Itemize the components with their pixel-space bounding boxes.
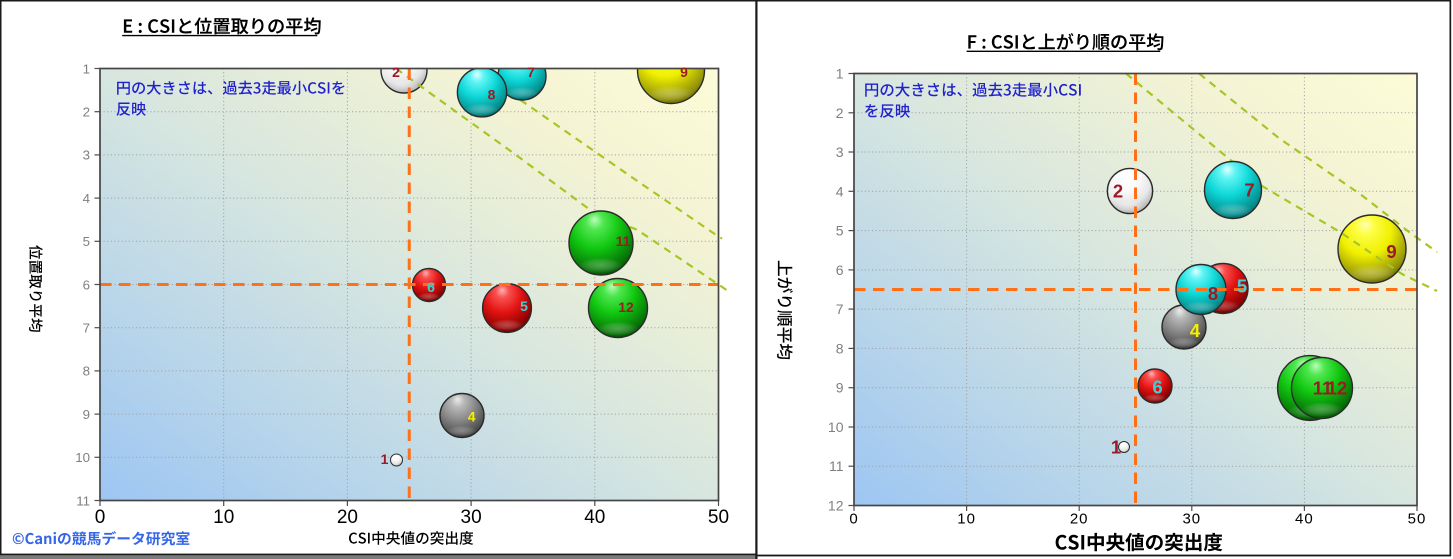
svg-text:6: 6 — [836, 262, 844, 278]
svg-text:4: 4 — [83, 191, 90, 206]
svg-text:40: 40 — [584, 507, 605, 528]
svg-text:7: 7 — [83, 321, 90, 336]
svg-text:11: 11 — [76, 493, 90, 508]
svg-text:10: 10 — [75, 450, 90, 465]
svg-text:6: 6 — [1152, 377, 1162, 398]
svg-text:2: 2 — [836, 105, 844, 121]
svg-text:8: 8 — [488, 87, 496, 103]
svg-text:5: 5 — [836, 223, 844, 239]
svg-text:5: 5 — [1237, 276, 1247, 297]
svg-text:6: 6 — [427, 279, 435, 295]
svg-text:9: 9 — [83, 407, 90, 422]
svg-text:40: 40 — [1295, 511, 1314, 528]
svg-text:11: 11 — [1313, 378, 1333, 399]
svg-text:7: 7 — [527, 64, 535, 80]
svg-text:9: 9 — [836, 380, 844, 396]
svg-text:1: 1 — [1111, 437, 1121, 458]
svg-text:1: 1 — [381, 451, 389, 467]
svg-text:6: 6 — [83, 277, 90, 292]
svg-text:10: 10 — [957, 511, 976, 528]
svg-text:4: 4 — [468, 409, 476, 425]
svg-text:2: 2 — [1113, 181, 1123, 202]
svg-text:0: 0 — [849, 511, 858, 528]
svg-text:50: 50 — [1408, 511, 1427, 528]
svg-text:9: 9 — [680, 64, 688, 80]
svg-text:12: 12 — [828, 498, 844, 514]
svg-text:2: 2 — [83, 105, 90, 120]
svg-text:0: 0 — [95, 507, 106, 528]
svg-text:10: 10 — [213, 507, 234, 528]
svg-text:11: 11 — [829, 458, 844, 474]
svg-text:12: 12 — [1327, 378, 1348, 399]
svg-text:1: 1 — [836, 66, 844, 82]
svg-text:3: 3 — [836, 144, 844, 160]
svg-text:8: 8 — [1208, 283, 1218, 304]
svg-text:5: 5 — [83, 234, 90, 249]
svg-text:4: 4 — [1190, 320, 1201, 341]
svg-text:20: 20 — [337, 507, 358, 528]
svg-text:30: 30 — [461, 507, 482, 528]
svg-text:8: 8 — [836, 340, 844, 356]
svg-text:1: 1 — [83, 61, 90, 76]
svg-text:30: 30 — [1182, 511, 1201, 528]
svg-text:10: 10 — [828, 419, 844, 435]
svg-text:50: 50 — [708, 507, 729, 528]
svg-text:8: 8 — [83, 364, 90, 379]
svg-text:11: 11 — [616, 233, 631, 249]
svg-text:5: 5 — [520, 298, 528, 314]
svg-text:7: 7 — [1244, 180, 1254, 201]
svg-text:7: 7 — [836, 301, 844, 317]
svg-text:4: 4 — [836, 183, 844, 199]
svg-text:9: 9 — [1386, 241, 1396, 262]
svg-text:20: 20 — [1070, 511, 1089, 528]
svg-text:3: 3 — [83, 148, 90, 163]
svg-text:2: 2 — [392, 64, 400, 80]
svg-text:12: 12 — [618, 299, 634, 315]
